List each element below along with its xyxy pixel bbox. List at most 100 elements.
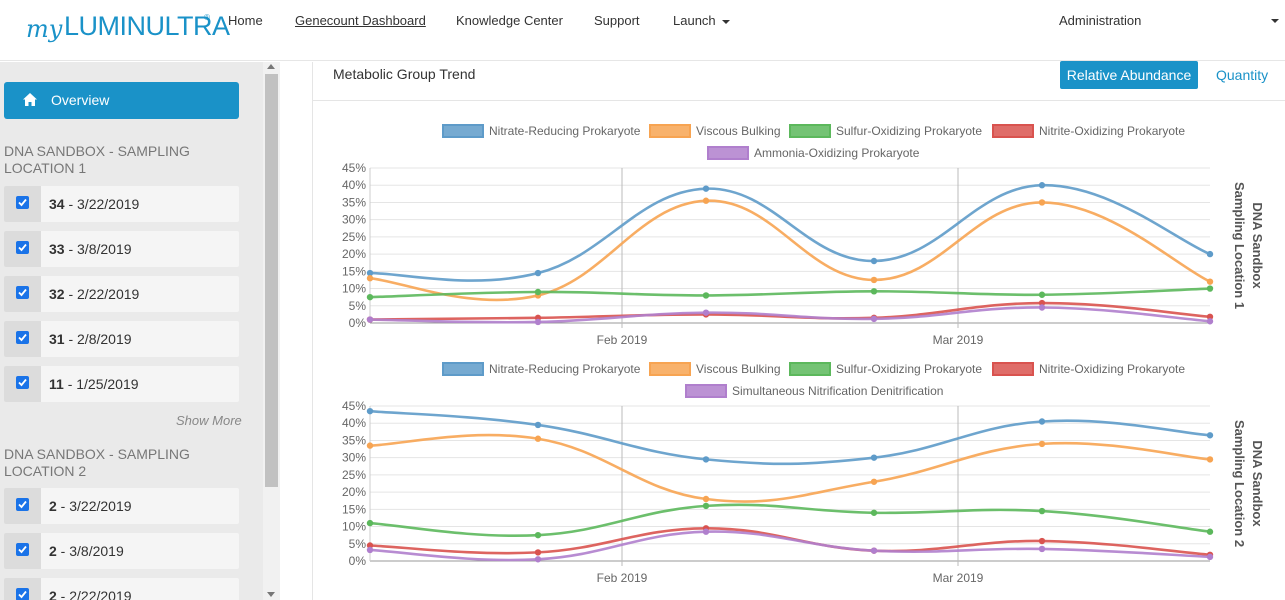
sample-item[interactable]: 11 - 1/25/2019	[4, 366, 239, 402]
series-line[interactable]	[369, 183, 1211, 282]
sample-item[interactable]: 2 - 3/8/2019	[4, 533, 239, 569]
data-point[interactable]	[1038, 299, 1046, 307]
data-point[interactable]	[366, 293, 374, 301]
data-point[interactable]	[702, 185, 710, 192]
data-point[interactable]	[870, 509, 878, 516]
series-line[interactable]	[369, 199, 1211, 302]
sample-checkbox[interactable]	[16, 286, 29, 299]
data-point[interactable]	[534, 435, 542, 442]
data-point[interactable]	[702, 197, 710, 204]
data-point[interactable]	[1038, 537, 1046, 545]
data-point[interactable]	[366, 275, 374, 282]
data-point[interactable]	[870, 315, 878, 323]
data-point[interactable]	[534, 269, 542, 277]
legend-item[interactable]: Sulfur-Oxidizing Prokaryote	[789, 124, 982, 138]
sample-item[interactable]: 2 - 2/22/2019	[4, 578, 239, 600]
sidebar-scrollbar[interactable]	[263, 62, 280, 600]
series-line[interactable]	[369, 530, 1211, 562]
data-point[interactable]	[870, 547, 878, 554]
sample-checkbox[interactable]	[16, 331, 29, 344]
sample-checkbox[interactable]	[16, 196, 29, 209]
data-point[interactable]	[1038, 440, 1046, 448]
sample-checkbox[interactable]	[16, 376, 29, 389]
data-point[interactable]	[1038, 304, 1046, 311]
data-point[interactable]	[534, 549, 542, 556]
data-point[interactable]	[534, 318, 542, 326]
tab-relative-abundance[interactable]: Relative Abundance	[1060, 61, 1198, 89]
data-point[interactable]	[870, 276, 878, 284]
data-point[interactable]	[1038, 545, 1046, 553]
data-point[interactable]	[870, 257, 878, 265]
scroll-thumb[interactable]	[265, 74, 278, 487]
data-point[interactable]	[702, 456, 710, 463]
data-point[interactable]	[702, 502, 710, 510]
sample-checkbox[interactable]	[16, 588, 29, 600]
data-point[interactable]	[1206, 456, 1214, 463]
data-point[interactable]	[1206, 250, 1214, 258]
series-line[interactable]	[369, 306, 1211, 324]
show-more-link[interactable]: Show More	[176, 413, 242, 428]
legend-item[interactable]: Viscous Bulking	[649, 362, 781, 376]
legend-item[interactable]: Nitrite-Oxidizing Prokaryote	[992, 124, 1185, 138]
nav-support[interactable]: Support	[594, 13, 640, 28]
data-point[interactable]	[702, 309, 710, 316]
data-point[interactable]	[1206, 318, 1214, 325]
data-point[interactable]	[534, 288, 542, 296]
data-point[interactable]	[366, 546, 374, 554]
data-point[interactable]	[1038, 182, 1046, 189]
data-point[interactable]	[1206, 278, 1214, 285]
data-point[interactable]	[1038, 418, 1046, 425]
data-point[interactable]	[870, 288, 878, 295]
tab-quantity[interactable]: Quantity	[1216, 67, 1269, 83]
nav-home[interactable]: Home	[228, 13, 263, 28]
series-line[interactable]	[369, 433, 1211, 503]
data-point[interactable]	[534, 531, 542, 539]
series-line[interactable]	[369, 409, 1211, 466]
data-point[interactable]	[702, 292, 710, 299]
data-point[interactable]	[366, 316, 374, 323]
data-point[interactable]	[366, 407, 374, 415]
data-point[interactable]	[1038, 199, 1046, 206]
series-line[interactable]	[369, 503, 1211, 538]
legend-item[interactable]: Nitrite-Oxidizing Prokaryote	[992, 362, 1185, 376]
sample-checkbox[interactable]	[16, 498, 29, 511]
data-point[interactable]	[1206, 528, 1214, 535]
sample-item[interactable]: 31 - 2/8/2019	[4, 321, 239, 357]
legend-item[interactable]: Nitrate-Reducing Prokaryote	[442, 124, 641, 138]
data-point[interactable]	[366, 519, 374, 527]
admin-chevron-down-icon[interactable]	[1271, 19, 1279, 23]
data-point[interactable]	[702, 495, 710, 503]
legend-item[interactable]: Nitrate-Reducing Prokaryote	[442, 362, 641, 376]
scroll-up-arrow-icon[interactable]	[267, 64, 275, 69]
data-point[interactable]	[1038, 507, 1046, 515]
nav-genecount-dashboard[interactable]: Genecount Dashboard	[295, 13, 426, 28]
data-point[interactable]	[1038, 291, 1046, 298]
sample-checkbox[interactable]	[16, 543, 29, 556]
legend-item[interactable]: Simultaneous Nitrification Denitrificati…	[685, 384, 943, 398]
data-point[interactable]	[366, 442, 374, 449]
data-point[interactable]	[870, 454, 878, 461]
scroll-down-arrow-icon[interactable]	[267, 592, 275, 597]
sample-item[interactable]: 32 - 2/22/2019	[4, 276, 239, 312]
sample-item[interactable]: 2 - 3/22/2019	[4, 488, 239, 524]
data-point[interactable]	[870, 478, 878, 485]
sample-checkbox[interactable]	[16, 241, 29, 254]
legend-item[interactable]: Sulfur-Oxidizing Prokaryote	[789, 362, 982, 376]
legend-item[interactable]: Ammonia-Oxidizing Prokaryote	[707, 146, 920, 160]
series-line[interactable]	[369, 287, 1211, 299]
data-point[interactable]	[1206, 553, 1214, 561]
nav-administration[interactable]: Administration	[1059, 13, 1142, 28]
sample-item[interactable]: 34 - 3/22/2019	[4, 186, 239, 222]
data-point[interactable]	[366, 542, 374, 549]
overview-button[interactable]: Overview	[4, 82, 239, 119]
sample-item[interactable]: 33 - 3/8/2019	[4, 231, 239, 267]
nav-launch-dropdown[interactable]: Launch	[673, 13, 730, 28]
data-point[interactable]	[1206, 432, 1214, 439]
luminultra-logo[interactable]: my LUMINULTRA ®	[26, 9, 230, 49]
legend-item[interactable]: Viscous Bulking	[649, 124, 781, 138]
data-point[interactable]	[366, 269, 374, 277]
data-point[interactable]	[534, 421, 542, 429]
data-point[interactable]	[534, 556, 542, 563]
nav-knowledge-center[interactable]: Knowledge Center	[456, 13, 563, 28]
data-point[interactable]	[1206, 313, 1214, 320]
